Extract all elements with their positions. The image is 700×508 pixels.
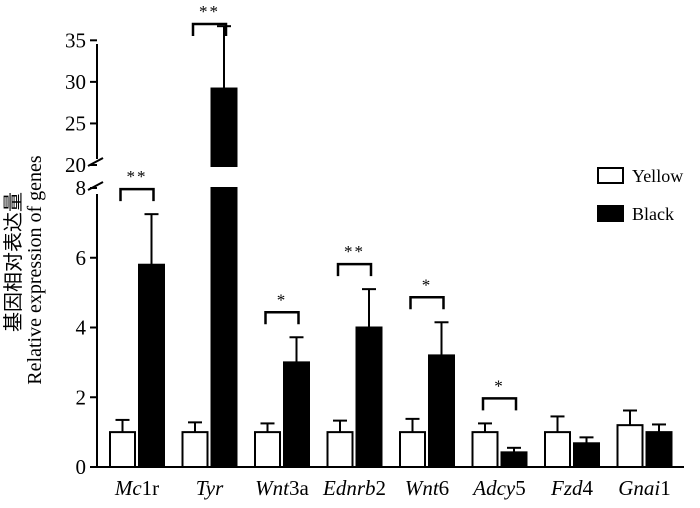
x-tick-label-italic: Tyr	[196, 476, 224, 500]
significance-bracket	[336, 262, 373, 277]
significance-bracket	[119, 187, 155, 202]
x-tick-label-italic: Ednrb	[322, 476, 376, 500]
bar-black	[210, 187, 238, 468]
x-tick-label: Fzd4	[550, 476, 594, 500]
x-tick-label-plain: 6	[439, 476, 450, 500]
y-axis-label-chinese: 基因相对表达量	[2, 192, 25, 332]
y-tick-label: 25	[65, 111, 86, 135]
bars	[109, 87, 673, 469]
x-tick-label-plain: 4	[583, 476, 594, 500]
legend-label-black: Black	[632, 204, 674, 224]
legend-swatch-yellow	[597, 167, 624, 184]
significance-label: **	[127, 167, 148, 186]
bar-yellow	[616, 424, 644, 468]
x-tick-label-italic: Wnt	[255, 476, 290, 500]
bar-yellow	[254, 431, 281, 468]
y-tick-label: 35	[65, 28, 86, 52]
bar-yellow	[399, 431, 426, 468]
x-tick-label-plain: 5	[515, 476, 526, 500]
significance-label: **	[344, 242, 365, 261]
significance-bracket	[191, 22, 228, 36]
x-tick-label-plain: 1r	[142, 476, 160, 500]
y-axis-label: Relative expression of genes	[24, 155, 46, 385]
error-bars	[115, 25, 666, 453]
significance-markers: *********	[119, 2, 518, 411]
significance-bracket	[481, 397, 518, 411]
y-tick-label: 2	[76, 385, 87, 409]
x-tick-label: Mc1r	[114, 476, 159, 500]
bar-black	[645, 431, 673, 468]
legend-label-yellow: Yellow	[632, 166, 683, 186]
x-tick-label: Adcy5	[471, 476, 525, 500]
legend: Yellow Black	[597, 166, 683, 224]
bar-yellow	[544, 431, 571, 468]
x-axis-labels: Mc1r Tyr Wnt3a Ednrb2 Wnt6 Adcy5 Fzd4 Gnai1	[114, 476, 671, 500]
bar-black	[355, 326, 383, 468]
bar-black	[283, 361, 310, 468]
bar-black	[500, 451, 528, 469]
significance-label: *	[422, 275, 433, 294]
x-tick-label: Tyr	[196, 476, 224, 500]
y-tick-label: 0	[76, 455, 87, 479]
bar-yellow	[326, 431, 354, 468]
y-tick-label: 6	[76, 246, 87, 270]
x-tick-label: Gnai1	[618, 476, 671, 500]
x-tick-label-plain: 2	[376, 476, 387, 500]
bar-black	[138, 263, 165, 468]
significance-bracket	[409, 296, 445, 310]
significance-label: *	[277, 290, 288, 309]
y-tick-label: 4	[76, 316, 87, 340]
x-tick-label-italic: Gnai	[618, 476, 660, 500]
x-tick-label-plain: 3a	[289, 476, 310, 500]
bar-black	[210, 87, 238, 167]
x-tick-label-italic: Mc	[114, 476, 142, 500]
y-tick-label: 8	[76, 176, 87, 200]
significance-label: **	[199, 2, 220, 21]
x-tick-label-italic: Wnt	[405, 476, 440, 500]
y-axis-title: 基因相对表达量 Relative expression of genes	[2, 155, 46, 385]
legend-swatch-black	[597, 205, 624, 222]
significance-label: *	[494, 376, 505, 395]
y-tick-label: 20	[65, 153, 86, 177]
bar-yellow	[109, 431, 136, 468]
x-tick-label-plain: 1	[660, 476, 671, 500]
y-tick-label: 30	[65, 70, 86, 94]
x-tick-label: Wnt3a	[255, 476, 309, 500]
x-tick-label-italic: Fzd	[550, 476, 583, 500]
x-tick-label: Ednrb2	[322, 476, 386, 500]
significance-bracket	[264, 311, 300, 325]
x-tick-label: Wnt6	[405, 476, 449, 500]
bar-black	[573, 442, 600, 469]
bar-black	[428, 354, 455, 468]
bar-yellow	[471, 431, 499, 468]
bar-yellow	[181, 431, 209, 468]
x-tick-label-italic: Adcy	[471, 476, 516, 500]
